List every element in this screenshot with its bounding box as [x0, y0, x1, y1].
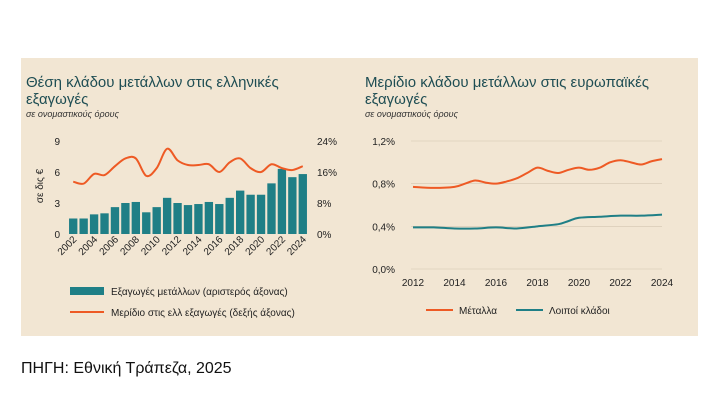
left-x-tick-label: 2014 [181, 234, 205, 258]
metal-export-bar [298, 174, 307, 234]
left-x-tick-label: 2020 [244, 234, 268, 258]
left-legend-bar-swatch [70, 287, 104, 295]
metal-export-bar [215, 204, 224, 234]
left-x-tick-label: 2004 [77, 234, 101, 258]
metal-export-bar [246, 194, 255, 234]
metal-export-bar [89, 214, 99, 234]
left-chart-ylabel: σε δις € [35, 168, 46, 203]
left-x-tick-label: 2012 [160, 234, 184, 258]
left-chart-title-line2: εξαγωγές [26, 91, 88, 108]
chart-panel: Θέση κλάδου μετάλλων στις ελληνικές εξαγ… [21, 58, 698, 336]
metal-export-bar [162, 197, 172, 234]
right-x-tick-label: 2012 [402, 278, 425, 289]
right-x-tick-label: 2016 [485, 278, 508, 289]
right-chart-subtitle: σε ονομαστικούς όρους [365, 109, 459, 119]
left-chart-title-line1: Θέση κλάδου μετάλλων στις ελληνικές [26, 74, 279, 91]
metals-share-line [412, 158, 663, 189]
metal-export-bar [277, 168, 287, 234]
right-legend-metals-label: Μέταλλα [459, 305, 497, 317]
left-y-tick-label: 9 [54, 137, 60, 148]
right-legend-other-label: Λοιποί κλάδοι [549, 305, 610, 317]
metal-export-bar [256, 194, 266, 234]
right-y-tick-label: 8% [317, 199, 332, 210]
left-legend-line-label: Μερίδιο στις ελλ εξαγωγές (δεξής άξονας) [111, 307, 295, 319]
metal-export-bar [183, 205, 193, 234]
right-plot: 0,0% 0,4% 0,8% 1,2% 2012 2014 2016 2018 2020 2022… [372, 137, 673, 289]
metal-export-bar [267, 183, 276, 234]
right-chart-y-tick-label: 0,4% [372, 222, 395, 233]
left-x-tick-label: 2024 [285, 234, 309, 258]
metal-export-bar [131, 201, 140, 234]
metal-export-bar [288, 177, 297, 234]
right-chart-title-line1: Μερίδιο κλάδου μετάλλων στις ευρωπαϊκές [365, 74, 649, 91]
left-plot: 03690%8%16%24%20022004200620082010201220… [54, 137, 337, 258]
right-x-tick-label: 2020 [568, 278, 591, 289]
metal-export-bar [142, 212, 151, 234]
metal-export-bar [173, 203, 182, 234]
right-y-tick-label: 24% [317, 137, 337, 148]
source-note: ΠΗΓΗ: Εθνική Τράπεζα, 2025 [21, 360, 232, 377]
right-x-tick-label: 2014 [443, 278, 466, 289]
left-x-tick-label: 2018 [223, 234, 247, 258]
metal-export-bar [69, 218, 78, 234]
right-x-tick-label: 2022 [609, 278, 632, 289]
metal-export-bar [225, 197, 234, 234]
right-y-tick-label: 0% [317, 230, 332, 241]
right-x-tick-label: 2024 [651, 278, 674, 289]
metal-export-bar [79, 218, 88, 234]
left-x-tick-label: 2022 [265, 234, 289, 258]
left-chart-subtitle: σε ονομαστικούς όρους [26, 109, 120, 119]
metal-export-bar [236, 190, 245, 234]
metal-export-bar [110, 207, 120, 234]
metal-export-bar [100, 213, 109, 234]
other-sectors-line [412, 213, 663, 230]
left-x-tick-label: 2006 [98, 234, 122, 258]
right-chart-title-line2: εξαγωγές [365, 91, 427, 108]
left-x-tick-label: 2016 [202, 234, 226, 258]
metal-export-bar [204, 201, 214, 234]
export-share-line [72, 147, 304, 185]
metal-export-bar [121, 203, 130, 234]
right-chart-y-tick-label: 1,2% [372, 137, 395, 148]
left-y-tick-label: 3 [54, 199, 60, 210]
charts-svg: Θέση κλάδου μετάλλων στις ελληνικές εξαγ… [26, 74, 674, 319]
right-chart-y-tick-label: 0,0% [372, 265, 395, 276]
left-legend-bar-label: Εξαγωγές μετάλλων (αριστερός άξονας) [111, 286, 288, 298]
right-x-tick-label: 2018 [526, 278, 549, 289]
right-y-tick-label: 16% [317, 168, 337, 179]
left-x-tick-label: 2008 [118, 234, 142, 258]
left-x-tick-label: 2010 [139, 234, 163, 258]
metal-export-bar [194, 204, 203, 234]
left-y-tick-label: 6 [54, 168, 60, 179]
metal-export-bar [152, 207, 161, 234]
right-chart-y-tick-label: 0,8% [372, 180, 395, 191]
left-y-tick-label: 0 [54, 230, 60, 241]
